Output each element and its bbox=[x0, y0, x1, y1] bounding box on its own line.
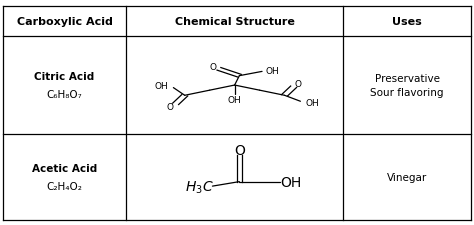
Text: Uses: Uses bbox=[392, 17, 422, 27]
Text: OH: OH bbox=[265, 66, 279, 75]
Text: O: O bbox=[166, 103, 173, 112]
Text: OH: OH bbox=[155, 82, 168, 91]
Text: OH: OH bbox=[305, 99, 319, 107]
Text: OH: OH bbox=[228, 95, 242, 104]
Text: OH: OH bbox=[281, 175, 302, 189]
Text: Vinegar: Vinegar bbox=[387, 172, 427, 182]
Text: $H_3C$: $H_3C$ bbox=[185, 179, 213, 196]
Text: Acetic Acid: Acetic Acid bbox=[32, 163, 97, 173]
Text: C₂H₄O₂: C₂H₄O₂ bbox=[46, 181, 82, 191]
Text: Citric Acid: Citric Acid bbox=[35, 72, 95, 82]
Text: Carboxylic Acid: Carboxylic Acid bbox=[17, 17, 112, 27]
Text: O: O bbox=[210, 63, 216, 72]
Text: O: O bbox=[295, 80, 302, 89]
Text: C₆H₈O₇: C₆H₈O₇ bbox=[46, 90, 82, 100]
Text: Chemical Structure: Chemical Structure bbox=[175, 17, 294, 27]
Text: Preservative
Sour flavoring: Preservative Sour flavoring bbox=[370, 73, 444, 98]
Text: O: O bbox=[234, 143, 245, 157]
